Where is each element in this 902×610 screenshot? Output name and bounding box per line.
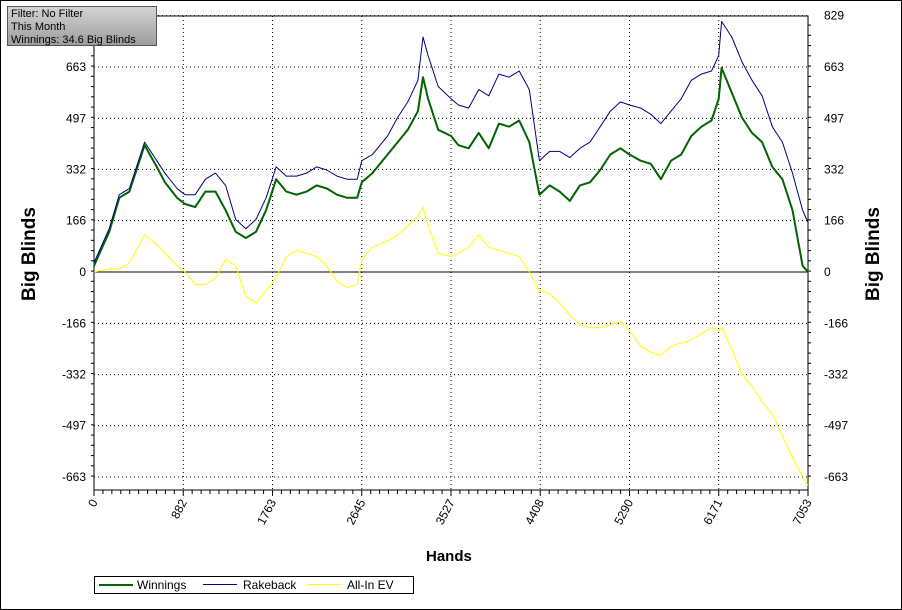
plot-border	[93, 15, 809, 491]
y-tick-label-left: 0	[79, 265, 86, 279]
x-tick-label: 6171	[700, 497, 725, 527]
legend-label-allin-ev: All-In EV	[347, 578, 394, 592]
y-tick-label-left: 332	[66, 162, 86, 176]
x-tick-label: 0	[85, 497, 101, 510]
y-tick-label-right: -166	[824, 316, 848, 330]
y-tick-label-left: 497	[66, 111, 86, 125]
y-tick-label-right: 0	[824, 265, 831, 279]
y-tick-label-left: -663	[62, 470, 86, 484]
series-lines	[93, 21, 809, 486]
legend-label-winnings: Winnings	[137, 578, 187, 592]
y-tick-label-right: 332	[824, 162, 844, 176]
x-axis-label: Hands	[426, 548, 472, 565]
series-line-all-in-ev	[93, 206, 809, 486]
legend: Winnings Rakeback All-In EV	[94, 576, 414, 594]
y-tick-label-left: -332	[62, 368, 86, 382]
y-tick-label-right: 829	[824, 9, 844, 23]
x-tick-label: 1763	[254, 497, 279, 527]
x-tick-label: 7053	[790, 497, 815, 527]
filter-info-box: Filter: No Filter This Month Winnings: 3…	[7, 6, 157, 46]
y-tick-label-left: -497	[62, 419, 86, 433]
y-tick-label-right: -332	[824, 368, 848, 382]
y-tick-label-right: 663	[824, 60, 844, 74]
grid	[93, 15, 809, 490]
y-tick-label-left: -166	[62, 316, 86, 330]
period-line: This Month	[11, 21, 66, 33]
y-tick-label-left: 663	[66, 60, 86, 74]
x-tick-label: 4408	[522, 497, 547, 527]
y-axis-label-right: Big Blinds	[863, 207, 884, 301]
x-tick-label: 2645	[344, 497, 369, 527]
legend-label-rakeback: Rakeback	[243, 578, 297, 592]
series-line-winnings	[93, 66, 809, 273]
filter-line: Filter: No Filter	[11, 8, 84, 20]
legend-swatch-allin-ev	[307, 584, 341, 585]
x-tick-label: 5290	[611, 497, 636, 527]
x-tick-label: 3527	[433, 497, 458, 527]
winnings-line: Winnings: 34.6 Big Blinds	[11, 34, 136, 46]
axes	[91, 15, 811, 496]
y-tick-label-right: 166	[824, 214, 844, 228]
x-tick-label: 882	[168, 497, 190, 522]
legend-swatch-winnings	[99, 584, 133, 586]
legend-swatch-rakeback	[203, 584, 237, 585]
y-tick-label-right: 497	[824, 111, 844, 125]
series-line-rakeback	[93, 21, 809, 263]
y-tick-label-right: -663	[824, 470, 848, 484]
y-axis-label-left: Big Blinds	[19, 207, 40, 301]
y-tick-label-left: 166	[66, 214, 86, 228]
y-tick-label-right: -497	[824, 419, 848, 433]
